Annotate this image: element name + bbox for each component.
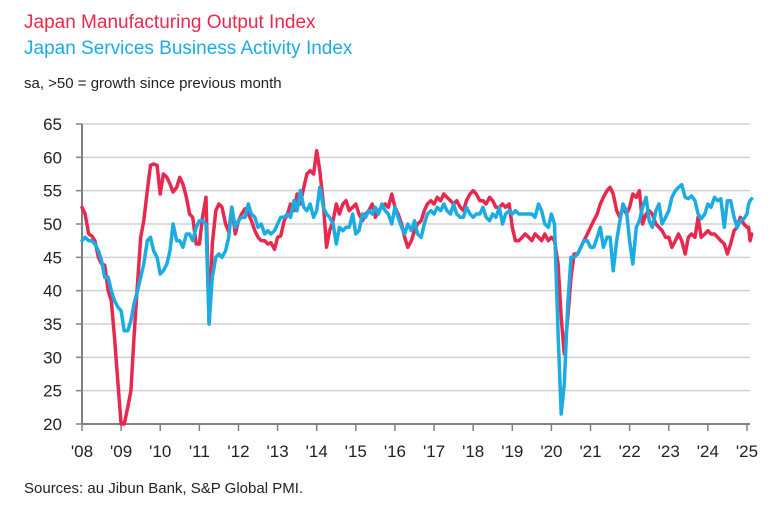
x-tick-label: '10 — [149, 442, 171, 461]
x-tick-label: '22 — [619, 442, 641, 461]
chart-title-manufacturing: Japan Manufacturing Output Index — [24, 12, 316, 33]
x-tick-label: '19 — [501, 442, 523, 461]
y-tick-label: 50 — [43, 215, 62, 234]
y-tick-label: 30 — [43, 348, 62, 367]
x-tick-label: '15 — [345, 442, 367, 461]
x-tick-label: '14 — [306, 442, 328, 461]
x-tick-label: '16 — [384, 442, 406, 461]
x-tick-label: '13 — [267, 442, 289, 461]
x-tick-label: '23 — [658, 442, 680, 461]
y-tick-label: 60 — [43, 148, 62, 167]
x-tick-label: '24 — [697, 442, 719, 461]
series-lines — [80, 148, 754, 426]
series-line-manufacturing — [80, 148, 754, 426]
x-tick-label: '20 — [540, 442, 562, 461]
x-tick-label: '25 — [736, 442, 758, 461]
chart-subtitle: sa, >50 = growth since previous month — [24, 75, 282, 92]
x-tick-label: '09 — [110, 442, 132, 461]
x-tick-label: '08 — [71, 442, 93, 461]
y-tick-label: 40 — [43, 282, 62, 301]
y-tick-label: 55 — [43, 182, 62, 201]
x-axis-ticks: '08 '09 '10 '11 '12 '13 '14 '15 '16 '17 '18 '19 '20 '… — [71, 423, 758, 461]
series-line-services — [80, 182, 754, 416]
y-tick-label: 35 — [43, 315, 62, 334]
x-tick-label: '18 — [462, 442, 484, 461]
y-tick-label: 25 — [43, 382, 62, 401]
chart-title-services: Japan Services Business Activity Index — [24, 38, 353, 59]
y-axis-ticks: 20 25 30 35 40 45 50 55 60 65 — [43, 115, 83, 434]
x-tick-label: '12 — [227, 442, 249, 461]
y-tick-label: 45 — [43, 248, 62, 267]
x-tick-label: '11 — [189, 442, 210, 461]
y-tick-label: 20 — [43, 415, 62, 434]
y-tick-label: 65 — [43, 115, 62, 134]
x-tick-label: '21 — [579, 442, 601, 461]
source-note: Sources: au Jibun Bank, S&P Global PMI. — [24, 480, 304, 497]
gridlines — [82, 123, 750, 392]
x-tick-label: '17 — [423, 442, 445, 461]
